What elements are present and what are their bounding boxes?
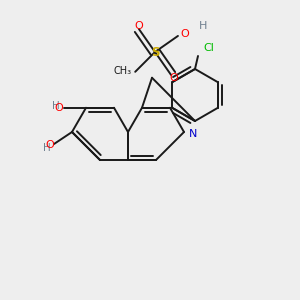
Text: S: S (151, 46, 159, 59)
Text: H: H (52, 101, 60, 111)
Text: O: O (45, 140, 54, 150)
Text: Cl: Cl (203, 43, 214, 53)
Text: H: H (43, 143, 51, 153)
Text: O: O (54, 103, 63, 113)
Text: O: O (170, 73, 178, 83)
Text: CH₃: CH₃ (113, 66, 131, 76)
Text: O: O (135, 21, 143, 31)
Text: O: O (180, 29, 189, 39)
Text: H: H (199, 21, 207, 31)
Text: N: N (189, 129, 197, 139)
